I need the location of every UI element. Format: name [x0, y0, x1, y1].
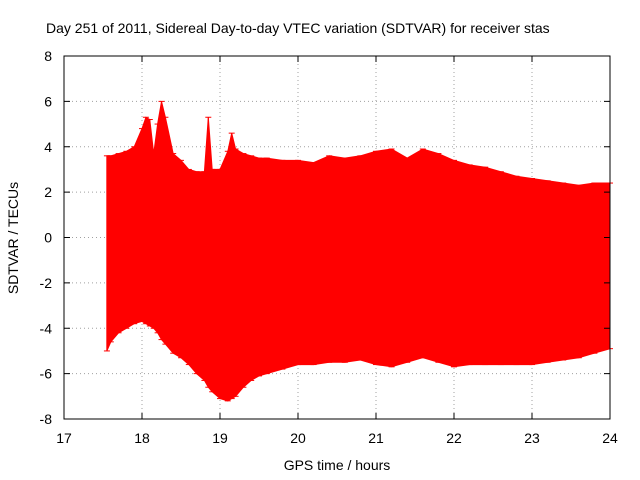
x-tick-label: 23 — [524, 430, 540, 446]
y-tick-label: 0 — [44, 230, 52, 246]
data-series — [103, 100, 613, 402]
x-tick-label: 24 — [602, 430, 618, 446]
y-tick-label: -8 — [40, 411, 53, 427]
y-tick-label: 2 — [44, 184, 52, 200]
y-tick-label: -2 — [40, 275, 53, 291]
y-tick-label: 4 — [44, 139, 52, 155]
y-axis-label: SDTVAR / TECUs — [5, 182, 21, 294]
x-tick-label: 17 — [56, 430, 72, 446]
y-tick-label: -6 — [40, 366, 53, 382]
x-tick-label: 22 — [446, 430, 462, 446]
sdtvar-error-band — [106, 101, 611, 402]
y-tick-label: 8 — [44, 48, 52, 64]
x-axis-label: GPS time / hours — [284, 457, 391, 473]
x-tick-label: 18 — [134, 430, 150, 446]
plot-frame — [63, 55, 611, 420]
y-tick-label: 6 — [44, 93, 52, 109]
y-tick-label: -4 — [40, 320, 53, 336]
x-tick-label: 21 — [368, 430, 384, 446]
chart-title: Day 251 of 2011, Sidereal Day-to-day VTE… — [46, 20, 550, 36]
x-tick-label: 20 — [290, 430, 306, 446]
x-tick-label: 19 — [212, 430, 228, 446]
